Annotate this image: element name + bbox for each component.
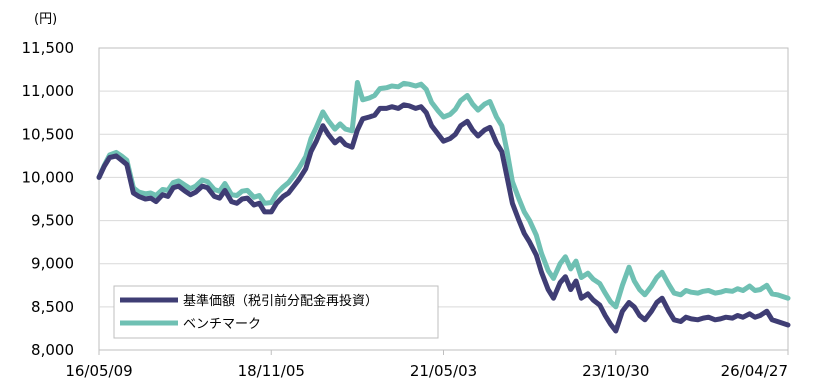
y-tick-label: 9,000 [31,255,74,273]
benchmark-series-line [96,80,791,310]
gridlines [99,90,788,308]
y-axis-ticks: 8,000 8,500 9,000 9,500 10,000 10,500 11,000 11… [22,39,75,359]
y-tick-label: 11,500 [22,39,75,57]
x-tick-label: 21/05/03 [410,362,477,380]
x-tick-label: 23/10/30 [582,362,649,380]
y-axis-unit-label: (円) [34,12,57,27]
y-tick-label: 10,500 [22,125,75,143]
legend-box [113,285,439,339]
legend-label-benchmark: ベンチマーク [183,317,261,332]
x-tick-label: 16/05/09 [65,362,132,380]
x-axis-ticks: 16/05/09 18/11/05 21/05/03 23/10/30 26/04/27 [65,350,789,380]
y-tick-label: 8,500 [31,298,74,316]
y-tick-label: 11,000 [22,82,75,100]
nav-series-line [96,102,791,334]
legend: 基準価額（税引前分配金再投資） ベンチマーク [113,285,439,339]
x-tick-label: 26/04/27 [721,362,788,380]
y-tick-label: 10,000 [22,168,75,186]
y-tick-label: 9,500 [31,212,74,230]
x-tick-label: 18/11/05 [238,362,305,380]
legend-label-nav: 基準価額（税引前分配金再投資） [183,293,378,309]
series-lines [96,80,791,334]
y-tick-label: 8,000 [31,341,74,359]
